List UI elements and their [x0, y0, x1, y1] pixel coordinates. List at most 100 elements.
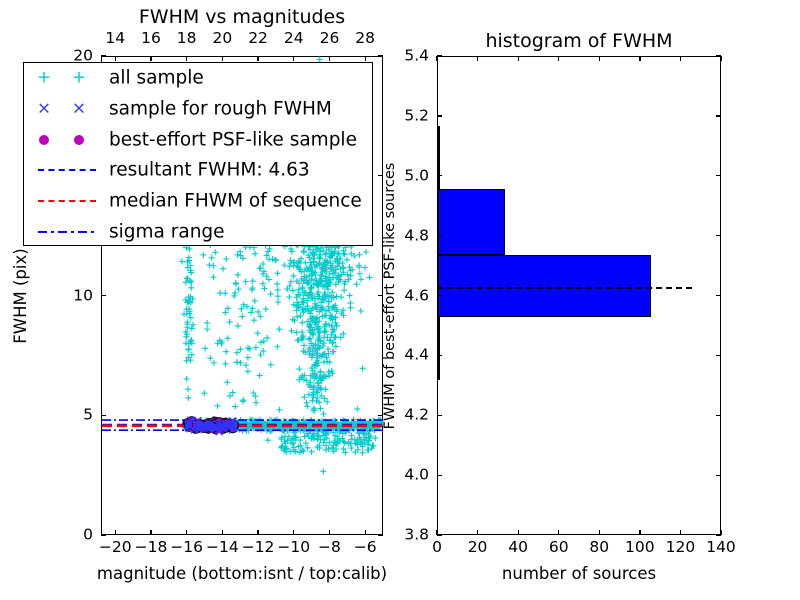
- tick-mark: [257, 56, 259, 61]
- tick-mark: [378, 175, 383, 177]
- tick-mark: [328, 56, 331, 61]
- tick-mark: [221, 56, 224, 61]
- tick-mark: [679, 530, 682, 535]
- tick-mark: [114, 56, 116, 61]
- tick-mark: [716, 115, 721, 117]
- tick-label: −8: [318, 538, 341, 556]
- dashed-line-icon: [38, 199, 96, 202]
- tick-label: 3.8: [404, 525, 429, 544]
- right-plot-ylabel: FWHM of best-effort PSF-like sources: [382, 162, 398, 430]
- tick-label: 40: [508, 538, 529, 556]
- right-plot-title: histogram of FWHM: [485, 30, 673, 52]
- tick-mark: [150, 56, 152, 61]
- tick-mark: [716, 474, 721, 476]
- tick-label: 20: [467, 538, 488, 556]
- legend-item-label: best-effort PSF-like sample: [109, 129, 357, 151]
- tick-mark: [101, 534, 106, 536]
- legend-item-label: sigma range: [109, 221, 225, 243]
- tick-label: 14: [105, 29, 126, 47]
- tick-mark: [716, 235, 721, 237]
- left-plot-xlabel: magnitude (bottom:isnt / top:calib): [96, 564, 388, 583]
- legend-item: resultant FWHM: 4.63: [24, 155, 372, 186]
- tick-mark: [716, 414, 721, 416]
- tick-label: 140: [706, 538, 736, 556]
- tick-mark: [437, 55, 442, 57]
- histogram-bar: [438, 254, 651, 318]
- legend-item: median FHWM of sequence: [24, 186, 372, 217]
- circle-marker-icon: [74, 134, 84, 145]
- tick-label: 120: [665, 538, 696, 556]
- tick-mark: [328, 530, 331, 535]
- legend: + + all sample × × sample for rough FWHM best-…: [23, 62, 373, 246]
- tick-mark: [114, 530, 116, 535]
- tick-mark: [437, 474, 442, 476]
- tick-mark: [293, 530, 295, 535]
- tick-mark: [221, 530, 224, 535]
- tick-label: 22: [248, 29, 268, 47]
- tick-label: 0: [432, 538, 442, 556]
- tick-mark: [476, 56, 479, 61]
- plus-marker-icon: +: [36, 67, 52, 88]
- tick-mark: [101, 414, 106, 416]
- tick-label: 10: [73, 285, 93, 304]
- tick-mark: [436, 56, 438, 61]
- tick-mark: [436, 530, 438, 535]
- tick-mark: [378, 534, 383, 536]
- tick-label: 5.2: [404, 106, 429, 125]
- tick-label: 20: [73, 46, 93, 65]
- tick-mark: [716, 55, 721, 57]
- tick-mark: [378, 414, 383, 416]
- tick-label: 20: [212, 29, 233, 47]
- right-plot-axes: [437, 56, 721, 535]
- tick-label: −6: [353, 538, 377, 556]
- dashed-line-icon: [38, 169, 96, 172]
- tick-mark: [598, 530, 600, 535]
- tick-mark: [293, 56, 295, 61]
- tick-mark: [598, 56, 600, 61]
- tick-mark: [437, 175, 442, 177]
- tick-mark: [639, 530, 641, 535]
- tick-label: 4.6: [404, 285, 429, 304]
- tick-label: 0: [83, 525, 93, 544]
- tick-mark: [101, 55, 106, 57]
- tick-label: 5: [83, 405, 93, 424]
- tick-mark: [679, 56, 682, 61]
- tick-mark: [716, 175, 721, 177]
- plus-marker-icon: +: [71, 67, 87, 88]
- tick-label: 100: [625, 538, 655, 556]
- series-rough-fwhm-sample: [184, 416, 238, 436]
- tick-mark: [186, 56, 188, 61]
- tick-mark: [437, 354, 442, 357]
- legend-item: + + all sample: [24, 63, 372, 94]
- histogram-bar: [438, 125, 441, 189]
- tick-mark: [186, 530, 188, 535]
- tick-label: −16: [170, 538, 204, 556]
- tick-label: 4.2: [404, 405, 429, 424]
- tick-mark: [437, 294, 442, 297]
- histogram-median-line: [437, 286, 692, 289]
- tick-mark: [558, 530, 560, 535]
- circle-marker-icon: [39, 134, 49, 145]
- tick-label: 26: [319, 29, 340, 47]
- tick-mark: [364, 530, 366, 535]
- tick-mark: [517, 56, 519, 61]
- legend-item-label: median FHWM of sequence: [109, 190, 362, 212]
- histogram-bar: [438, 317, 441, 381]
- tick-label: 24: [283, 29, 304, 47]
- legend-item-label: resultant FWHM: 4.63: [109, 159, 310, 181]
- tick-label: 4.4: [404, 345, 429, 364]
- tick-label: 5.4: [404, 46, 429, 65]
- tick-mark: [364, 56, 366, 61]
- tick-mark: [378, 294, 383, 297]
- cross-marker-icon: ×: [36, 98, 52, 119]
- tick-label: 5.0: [404, 166, 429, 184]
- legend-item-label: all sample: [109, 67, 204, 89]
- tick-label: 4.0: [404, 465, 429, 484]
- tick-mark: [437, 235, 442, 237]
- tick-label: −14: [206, 538, 239, 556]
- tick-mark: [257, 530, 259, 535]
- tick-label: 80: [589, 538, 610, 556]
- dashdot-line-icon: [38, 230, 96, 233]
- tick-mark: [517, 530, 519, 535]
